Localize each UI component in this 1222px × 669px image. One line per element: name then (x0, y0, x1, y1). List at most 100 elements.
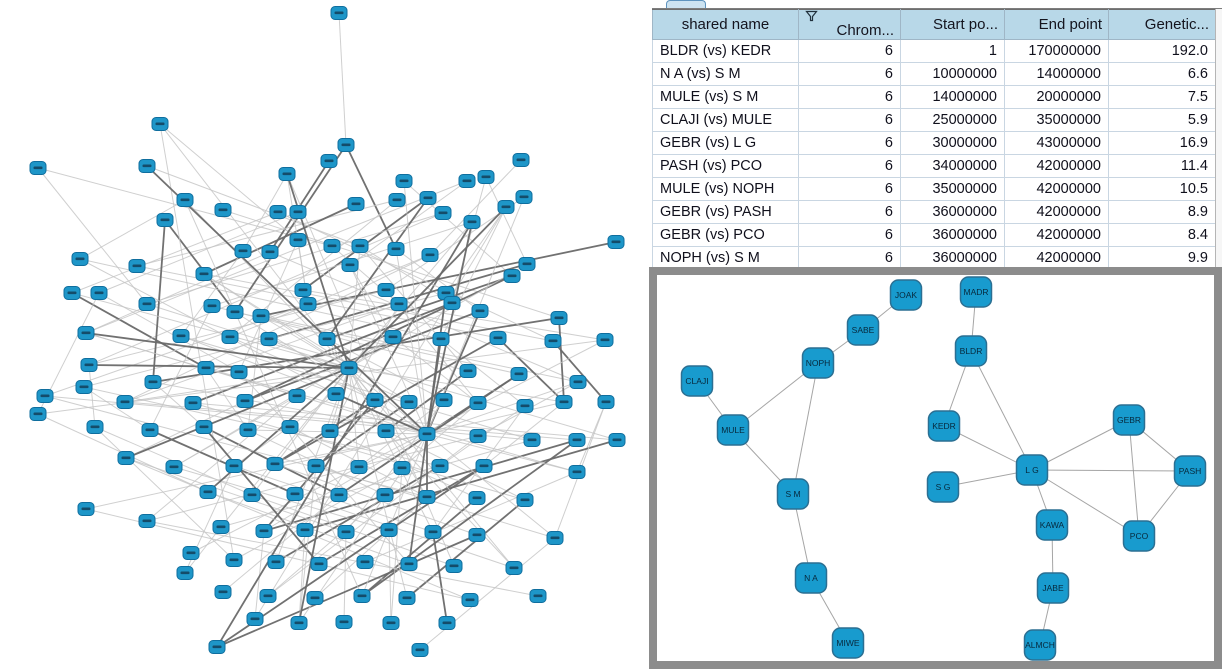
cell-shared-name[interactable]: MULE (vs) NOPH (652, 177, 799, 201)
cell-chromosome[interactable]: 6 (798, 131, 901, 155)
network-node-label (442, 621, 452, 625)
cell-shared-name[interactable]: BLDR (vs) KEDR (652, 39, 799, 63)
network-node-label (473, 401, 483, 405)
network-node[interactable] (959, 276, 993, 308)
cell-chromosome[interactable]: 6 (798, 154, 901, 178)
cell-end-point[interactable]: 35000000 (1004, 108, 1109, 132)
cell-genetic-distance[interactable]: 5.9 (1108, 108, 1216, 132)
column-header-genetic[interactable]: Genetic... (1108, 9, 1216, 40)
network-node-label (238, 249, 248, 253)
table-row[interactable]: BLDR (vs) KEDR 6 1 170000000 192.0 (652, 39, 1216, 63)
cell-end-point[interactable]: 42000000 (1004, 246, 1109, 270)
cell-end-point[interactable]: 42000000 (1004, 177, 1109, 201)
network-node[interactable] (1023, 629, 1057, 661)
cell-shared-name[interactable]: N A (vs) S M (652, 62, 799, 86)
network-node[interactable] (889, 279, 923, 311)
cell-start-point[interactable]: 1 (900, 39, 1005, 63)
cell-shared-name[interactable]: GEBR (vs) L G (652, 131, 799, 155)
network-node[interactable] (680, 365, 714, 397)
cell-shared-name[interactable]: PASH (vs) PCO (652, 154, 799, 178)
cell-genetic-distance[interactable]: 10.5 (1108, 177, 1216, 201)
network-node-label (394, 302, 404, 306)
network-node[interactable] (846, 314, 880, 346)
cell-chromosome[interactable]: 6 (798, 223, 901, 247)
cell-start-point[interactable]: 36000000 (900, 223, 1005, 247)
cell-genetic-distance[interactable]: 8.4 (1108, 223, 1216, 247)
column-header-chromosome[interactable]: Chrom... (798, 9, 901, 40)
network-node[interactable] (1173, 455, 1207, 487)
network-node[interactable] (927, 410, 961, 442)
filter-funnel-icon[interactable] (805, 10, 818, 22)
table-row[interactable]: GEBR (vs) PASH 6 36000000 42000000 8.9 (652, 200, 1216, 224)
cell-end-point[interactable]: 42000000 (1004, 223, 1109, 247)
table-row[interactable]: GEBR (vs) L G 6 30000000 43000000 16.9 (652, 131, 1216, 155)
column-header-end-point[interactable]: End point (1004, 9, 1109, 40)
cell-shared-name[interactable]: NOPH (vs) S M (652, 246, 799, 270)
table-row[interactable]: N A (vs) S M 6 10000000 14000000 6.6 (652, 62, 1216, 86)
cell-start-point[interactable]: 10000000 (900, 62, 1005, 86)
cell-chromosome[interactable]: 6 (798, 62, 901, 86)
cell-start-point[interactable]: 36000000 (900, 200, 1005, 224)
network-node[interactable] (1122, 520, 1156, 552)
network-node[interactable] (716, 414, 750, 446)
network-node-label (264, 337, 274, 341)
cell-shared-name[interactable]: GEBR (vs) PCO (652, 223, 799, 247)
cell-start-point[interactable]: 35000000 (900, 177, 1005, 201)
network-node-label (180, 571, 190, 575)
cell-start-point[interactable]: 25000000 (900, 108, 1005, 132)
table-row[interactable]: MULE (vs) S M 6 14000000 20000000 7.5 (652, 85, 1216, 109)
network-node[interactable] (776, 478, 810, 510)
column-header-shared-name[interactable]: shared name (652, 9, 799, 40)
cell-end-point[interactable]: 43000000 (1004, 131, 1109, 155)
cell-chromosome[interactable]: 6 (798, 85, 901, 109)
cell-genetic-distance[interactable]: 192.0 (1108, 39, 1216, 63)
network-node-label (339, 620, 349, 624)
cell-end-point[interactable]: 42000000 (1004, 200, 1109, 224)
network-node[interactable] (1036, 572, 1070, 604)
table-tab-fragment[interactable] (666, 0, 706, 9)
network-node[interactable] (1035, 509, 1069, 541)
cell-chromosome[interactable]: 6 (798, 177, 901, 201)
cell-shared-name[interactable]: MULE (vs) S M (652, 85, 799, 109)
cell-chromosome[interactable]: 6 (798, 108, 901, 132)
cell-genetic-distance[interactable]: 6.6 (1108, 62, 1216, 86)
network-node-label (351, 202, 361, 206)
cell-genetic-distance[interactable]: 7.5 (1108, 85, 1216, 109)
network-node[interactable] (954, 335, 988, 367)
cell-genetic-distance[interactable]: 11.4 (1108, 154, 1216, 178)
cell-start-point[interactable]: 30000000 (900, 131, 1005, 155)
network-node[interactable] (1112, 404, 1146, 436)
network-node-label (550, 536, 560, 540)
cell-chromosome[interactable]: 6 (798, 200, 901, 224)
table-scrollbar[interactable] (1215, 9, 1222, 268)
cell-start-point[interactable]: 14000000 (900, 85, 1005, 109)
network-node-label (180, 198, 190, 202)
network-node-label (423, 196, 433, 200)
cell-chromosome[interactable]: 6 (798, 246, 901, 270)
network-node[interactable] (794, 562, 828, 594)
column-header-start-point[interactable]: Start po... (900, 9, 1005, 40)
table-row[interactable]: PASH (vs) PCO 6 34000000 42000000 11.4 (652, 154, 1216, 178)
cell-end-point[interactable]: 42000000 (1004, 154, 1109, 178)
table-row[interactable]: GEBR (vs) PCO 6 36000000 42000000 8.4 (652, 223, 1216, 247)
table-row[interactable]: CLAJI (vs) MULE 6 25000000 35000000 5.9 (652, 108, 1216, 132)
cell-genetic-distance[interactable]: 8.9 (1108, 200, 1216, 224)
table-row[interactable]: MULE (vs) NOPH 6 35000000 42000000 10.5 (652, 177, 1216, 201)
network-node-label (404, 562, 414, 566)
cell-start-point[interactable]: 34000000 (900, 154, 1005, 178)
cell-genetic-distance[interactable]: 16.9 (1108, 131, 1216, 155)
cell-chromosome[interactable]: 6 (798, 39, 901, 63)
network-node[interactable] (801, 347, 835, 379)
table-header-row: shared name Chrom... Start po... End poi… (652, 9, 1216, 40)
network-node[interactable] (926, 471, 960, 503)
cell-genetic-distance[interactable]: 9.9 (1108, 246, 1216, 270)
network-node[interactable] (1015, 454, 1049, 486)
cell-end-point[interactable]: 14000000 (1004, 62, 1109, 86)
cell-shared-name[interactable]: GEBR (vs) PASH (652, 200, 799, 224)
cell-end-point[interactable]: 20000000 (1004, 85, 1109, 109)
cell-shared-name[interactable]: CLAJI (vs) MULE (652, 108, 799, 132)
cell-end-point[interactable]: 170000000 (1004, 39, 1109, 63)
network-node[interactable] (831, 627, 865, 659)
table-row[interactable]: NOPH (vs) S M 6 36000000 42000000 9.9 (652, 246, 1216, 270)
network-edge (233, 467, 403, 561)
